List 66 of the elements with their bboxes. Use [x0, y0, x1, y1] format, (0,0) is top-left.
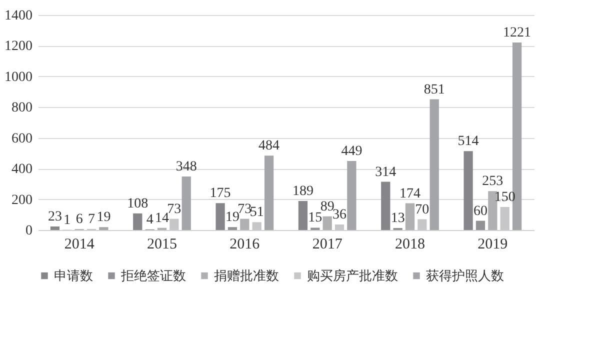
- data-label: 1221: [503, 25, 532, 40]
- y-tick-label: 1400: [4, 8, 32, 24]
- y-tick-label: 1200: [4, 39, 32, 54]
- bar: [381, 182, 390, 230]
- data-label: 19: [96, 210, 111, 226]
- bar: [488, 191, 498, 230]
- legend-label: 申请数: [54, 268, 93, 283]
- data-label: 89: [320, 199, 334, 214]
- bar: [298, 200, 308, 230]
- bar: [228, 227, 238, 230]
- y-tick-label: 1000: [4, 70, 32, 85]
- bar: [240, 218, 250, 230]
- x-tick-label: 2017: [312, 236, 343, 252]
- x-tick-label: 2018: [395, 236, 425, 252]
- bar: [50, 226, 60, 230]
- data-label: 7: [88, 212, 96, 227]
- legend-label: 购买房产批准数: [307, 268, 398, 283]
- x-tick-label: 2015: [147, 236, 177, 252]
- data-label: 253: [482, 174, 504, 190]
- bar: [405, 203, 415, 230]
- y-tick-label: 400: [12, 162, 32, 178]
- bar: [216, 203, 225, 230]
- data-label: 70: [415, 202, 430, 218]
- y-tick-label: 200: [12, 192, 32, 208]
- data-label: 314: [375, 164, 396, 180]
- data-label: 851: [424, 82, 445, 98]
- data-label: 175: [210, 186, 231, 202]
- y-tick-label: 800: [12, 100, 32, 116]
- data-label: 174: [400, 186, 420, 202]
- data-label: 6: [76, 212, 83, 228]
- data-label: 51: [250, 205, 264, 220]
- legend-label: 捐赠批准数: [214, 268, 279, 283]
- x-tick-label: 2016: [230, 236, 260, 252]
- bar: [464, 151, 473, 230]
- data-label: 348: [176, 160, 197, 175]
- data-label: 13: [390, 211, 405, 226]
- legend-label: 拒绝签证数: [120, 268, 186, 283]
- data-label: 108: [127, 196, 148, 212]
- bar: [99, 227, 108, 230]
- data-label: 449: [341, 144, 362, 160]
- bar: [322, 216, 332, 230]
- data-label: 60: [473, 204, 488, 219]
- data-label: 23: [48, 209, 62, 224]
- legend-label: 获得护照人数: [426, 268, 504, 283]
- data-label: 189: [292, 184, 314, 199]
- bar: [476, 220, 486, 230]
- y-tick-label: 600: [12, 131, 32, 146]
- data-label: 19: [225, 210, 240, 226]
- data-label: 4: [146, 212, 154, 228]
- data-label: 36: [332, 207, 347, 222]
- data-label: 14: [155, 210, 169, 226]
- bar: [182, 176, 191, 230]
- data-label: 484: [258, 138, 280, 154]
- bar: [133, 213, 142, 230]
- data-label: 15: [308, 210, 322, 226]
- bar: [430, 99, 439, 230]
- data-label: 1: [64, 212, 71, 228]
- x-tick-label: 2014: [64, 236, 95, 252]
- x-tick-label: 2019: [478, 236, 508, 252]
- data-label: 514: [458, 134, 479, 150]
- data-label: 73: [167, 202, 182, 217]
- bar: [347, 161, 356, 230]
- data-label: 150: [494, 190, 516, 205]
- data-label: 73: [238, 202, 252, 217]
- bar: [264, 156, 274, 230]
- y-tick-label: 0: [26, 224, 32, 238]
